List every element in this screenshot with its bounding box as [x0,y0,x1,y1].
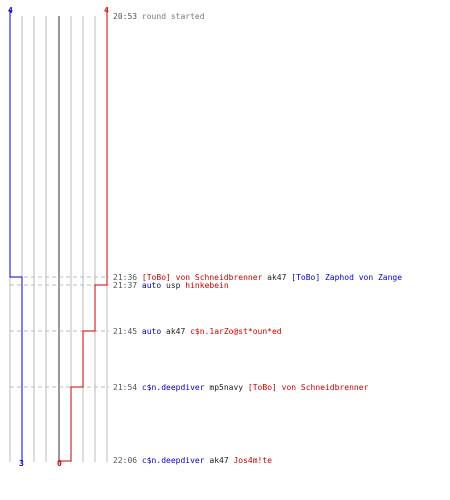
event-row: 21:54 c$n.deepdiver mp5navy [ToBo] von S… [113,383,368,392]
event-part: auto [141,281,162,290]
event-row: 22:06 c$n.deepdiver ak47 Jos4m!te [113,456,272,465]
event-part: ak47 [267,273,287,282]
event-part: auto [141,327,162,336]
event-time: 21:37 [113,281,138,290]
event-part: [ToBo] Zaphod von Zange [291,273,403,282]
event-part: c$n.deepdiver [141,456,205,465]
event-time: 21:54 [113,383,138,392]
red-team-line [58,10,108,462]
blue-start-score: 4 [8,6,13,15]
event-part: ak47 [166,327,186,336]
blue-team-line [9,10,23,462]
event-part: round started [141,12,205,21]
event-part: usp [166,281,181,290]
event-row: 21:45 auto ak47 c$n.1arZo@st*oun*ed [113,327,282,336]
event-time: 21:36 [113,273,138,282]
event-guide-lines [10,276,109,388]
event-part: c$n.deepdiver [141,383,205,392]
event-part: c$n.1arZo@st*oun*ed [190,327,282,336]
event-part: Jos4m!te [233,456,272,465]
event-part: [ToBo] von Schneidbrenner [247,383,369,392]
event-part: [ToBo] von Schneidbrenner [141,273,263,282]
event-row: 21:36 [ToBo] von Schneidbrenner ak47 [To… [113,273,402,282]
event-time: 20:53 [113,12,138,21]
event-row: 21:37 auto usp hinkebein [113,281,229,290]
event-part: ak47 [209,456,229,465]
event-row: 20:53 round started [113,12,205,21]
event-time: 22:06 [113,456,138,465]
red-start-score: 4 [104,6,109,15]
event-part: hinkebein [185,281,229,290]
event-time: 21:45 [113,327,138,336]
event-part: mp5navy [209,383,244,392]
red-end-score: 0 [57,459,62,468]
blue-end-score: 3 [19,459,24,468]
